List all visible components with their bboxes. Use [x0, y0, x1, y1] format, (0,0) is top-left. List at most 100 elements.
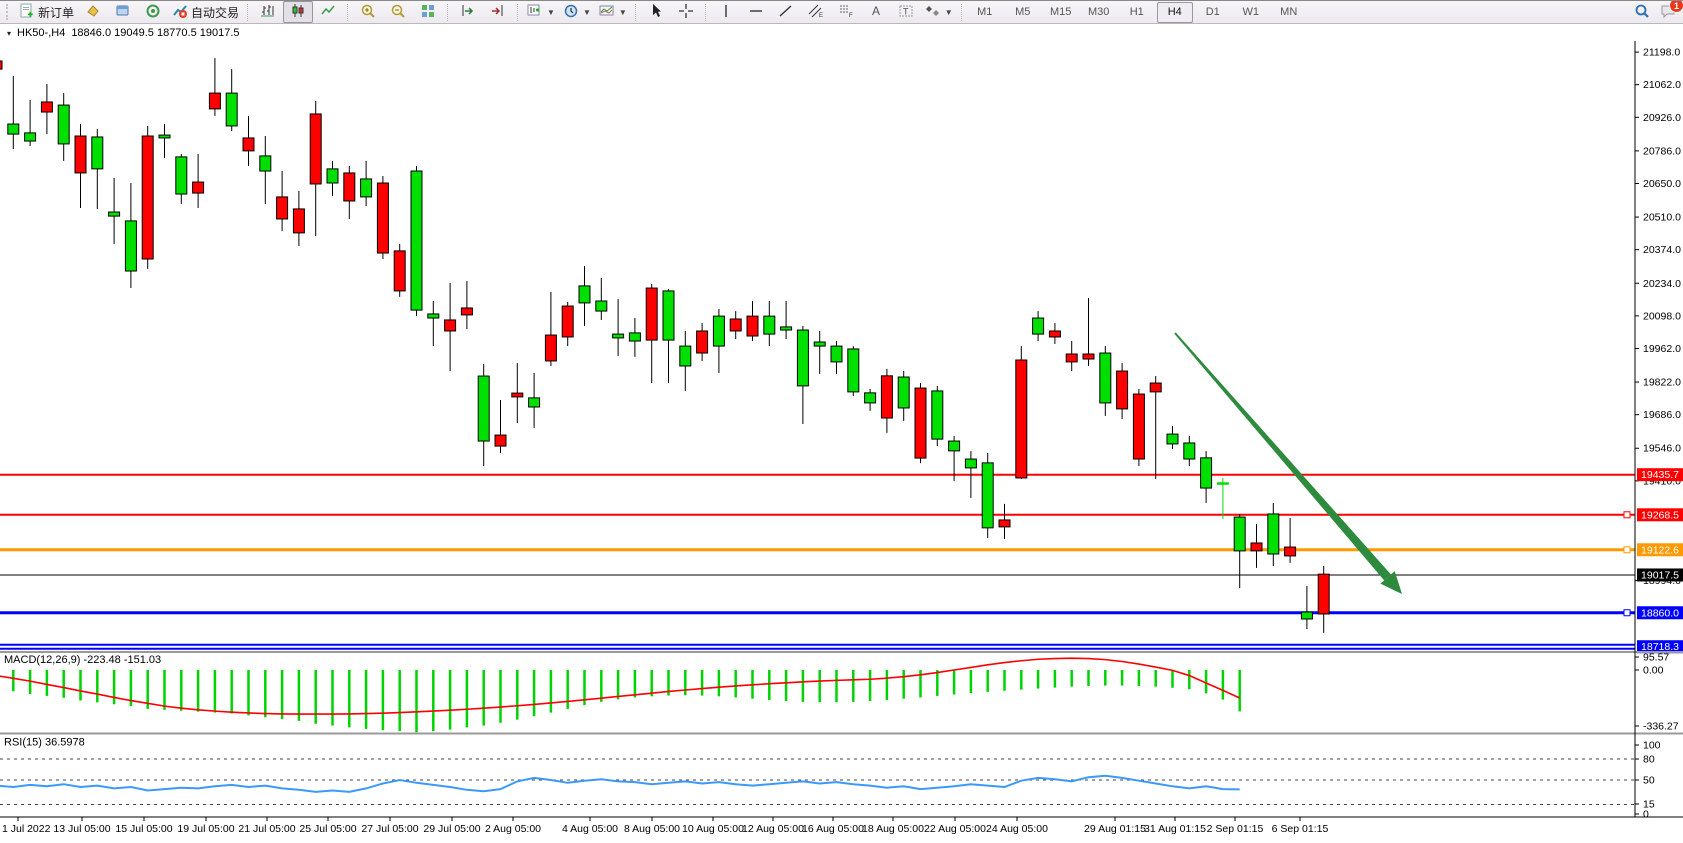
- svg-text:19122.6: 19122.6: [1641, 544, 1679, 556]
- rsi-panel: 100 80 50 150 RSI(15) 36.5978: [0, 737, 1661, 821]
- cursor-button[interactable]: [641, 1, 671, 23]
- svg-text:T: T: [903, 6, 909, 16]
- market-watch-icon: [85, 3, 101, 22]
- svg-text:20786.0: 20786.0: [1643, 145, 1681, 157]
- new-chart-circle-button[interactable]: [138, 1, 168, 23]
- chevron-down-icon: ▼: [944, 7, 953, 17]
- svg-text:-336.27: -336.27: [1643, 721, 1679, 733]
- fibonacci-button[interactable]: F: [831, 1, 861, 23]
- toolbar-separator: [634, 3, 637, 21]
- line-handle[interactable]: [1623, 609, 1631, 617]
- svg-text:24 Aug 05:00: 24 Aug 05:00: [986, 823, 1048, 835]
- crosshair-button[interactable]: [671, 1, 701, 23]
- svg-text:19962.0: 19962.0: [1643, 343, 1681, 355]
- new-order-label: 新订单: [38, 5, 75, 20]
- svg-text:1 Jul 2022: 1 Jul 2022: [2, 823, 51, 835]
- svg-text:22 Aug 05:00: 22 Aug 05:00: [924, 823, 986, 835]
- candlestick-chart-button[interactable]: [283, 1, 314, 23]
- chart-background[interactable]: [0, 41, 1683, 843]
- timeframe-d1-button[interactable]: D1: [1205, 6, 1220, 18]
- svg-text:19546.0: 19546.0: [1643, 443, 1681, 455]
- text-button[interactable]: A: [861, 1, 891, 23]
- svg-text:19822.0: 19822.0: [1643, 377, 1681, 389]
- toolbar-separator: [247, 3, 249, 21]
- timeframe-h1-button[interactable]: H1: [1129, 6, 1144, 18]
- trendline-button[interactable]: [771, 1, 801, 23]
- templates-icon: [599, 3, 615, 22]
- auto-scroll-button[interactable]: [453, 1, 483, 23]
- chart-area[interactable]: 21198.0 21062.0 20926.0 20786.0 20650.0 20510…: [0, 41, 1683, 843]
- timeframe-mn-button[interactable]: MN: [1280, 6, 1298, 18]
- templates-button[interactable]: ▼: [595, 1, 631, 23]
- svg-text:4 Aug 05:00: 4 Aug 05:00: [562, 823, 618, 835]
- symbol-ohlc-bar: ▾ HK50-,H4 18846.0 19049.5 18770.5 19017…: [0, 25, 1683, 41]
- timeframe-m5-button[interactable]: M5: [1015, 6, 1031, 18]
- zoom-in-icon: [360, 3, 376, 22]
- line-chart-button[interactable]: [313, 1, 343, 23]
- svg-text:31 Aug 01:15: 31 Aug 01:15: [1144, 823, 1206, 835]
- timeframe-m1-button[interactable]: M1: [977, 6, 993, 18]
- fibonacci-icon: F: [838, 3, 854, 22]
- zoom-out-button[interactable]: [383, 1, 413, 23]
- chevron-down-icon: ▼: [618, 7, 627, 17]
- macd-panel: 95.570.00 -336.27 MACD(12,26,9) -223.48 -1…: [0, 652, 1679, 733]
- horizontal-line-button[interactable]: [741, 1, 771, 23]
- equidistant-channel-button[interactable]: E: [801, 1, 831, 23]
- line-handle[interactable]: [1623, 511, 1631, 519]
- candlestick-series: [0, 58, 1330, 633]
- toolbar-separator: [347, 3, 349, 21]
- chat-button[interactable]: 1: [1659, 1, 1683, 25]
- svg-text:80: 80: [1643, 754, 1655, 766]
- timeframe-w1-button[interactable]: W1: [1242, 6, 1259, 18]
- cursor-icon: [648, 3, 664, 22]
- new-chart-icon: [527, 3, 543, 22]
- new-order-button[interactable]: 新订单: [15, 1, 78, 23]
- search-icon[interactable]: [1633, 2, 1651, 25]
- arrows-icon: [925, 3, 941, 22]
- svg-text:21198.0: 21198.0: [1643, 47, 1680, 59]
- navigator-button[interactable]: [108, 1, 138, 23]
- svg-text:19268.5: 19268.5: [1641, 509, 1679, 521]
- tile-windows-button[interactable]: [413, 1, 443, 23]
- svg-text:2 Aug 05:00: 2 Aug 05:00: [485, 823, 541, 835]
- market-watch-button[interactable]: [78, 1, 108, 23]
- toolbar-separator: [960, 3, 963, 21]
- time-axis: 1 Jul 2022 13 Jul 05:00 15 Jul 05:00 19 Jul…: [0, 816, 1683, 835]
- new-chart-button[interactable]: ▼: [523, 1, 559, 23]
- svg-text:20234.0: 20234.0: [1643, 278, 1681, 290]
- vertical-line-button[interactable]: [711, 1, 741, 23]
- svg-text:20374.0: 20374.0: [1643, 244, 1681, 256]
- rsi-label: RSI(15) 36.5978: [4, 737, 85, 749]
- text-icon: A: [868, 3, 884, 22]
- auto-scroll-icon: [460, 3, 476, 22]
- tile-windows-icon: [420, 3, 436, 22]
- arrows-button[interactable]: ▼: [921, 1, 957, 23]
- rsi-line: [0, 774, 1240, 793]
- bar-chart-button[interactable]: [253, 1, 283, 23]
- navigator-icon: [115, 3, 131, 22]
- svg-text:20650.0: 20650.0: [1643, 178, 1681, 190]
- svg-text:50: 50: [1643, 775, 1655, 787]
- timeframe-toolbar: M1 M5 M15 M30 H1 H4 D1 W1 MN: [967, 1, 1307, 23]
- timeframe-m15-button[interactable]: M15: [1050, 6, 1072, 18]
- line-handle[interactable]: [1623, 546, 1631, 554]
- autotrade-icon: [172, 3, 188, 22]
- one-click-collapse-icon[interactable]: ▾: [7, 28, 12, 38]
- svg-text:13 Jul 05:00: 13 Jul 05:00: [53, 823, 110, 835]
- chart-shift-button[interactable]: [483, 1, 513, 23]
- svg-text:16 Aug 05:00: 16 Aug 05:00: [802, 823, 864, 835]
- new-order-icon: [19, 3, 35, 22]
- zoom-in-button[interactable]: [353, 1, 383, 23]
- text-label-button[interactable]: T: [891, 1, 921, 23]
- timeframe-h4-button[interactable]: H4: [1156, 1, 1193, 23]
- main-toolbar: 新订单 自动交易: [0, 1, 1683, 24]
- svg-text:20510.0: 20510.0: [1643, 212, 1681, 224]
- svg-text:100: 100: [1643, 740, 1661, 752]
- toolbar-grip: [6, 4, 12, 20]
- svg-text:19435.7: 19435.7: [1641, 469, 1679, 481]
- svg-text:6 Sep 01:15: 6 Sep 01:15: [1272, 823, 1329, 835]
- autotrade-button[interactable]: 自动交易: [168, 1, 243, 23]
- timeframe-m30-button[interactable]: M30: [1088, 6, 1110, 18]
- periods-clock-button[interactable]: ▼: [559, 1, 595, 23]
- trend-arrow[interactable]: [1174, 332, 1402, 594]
